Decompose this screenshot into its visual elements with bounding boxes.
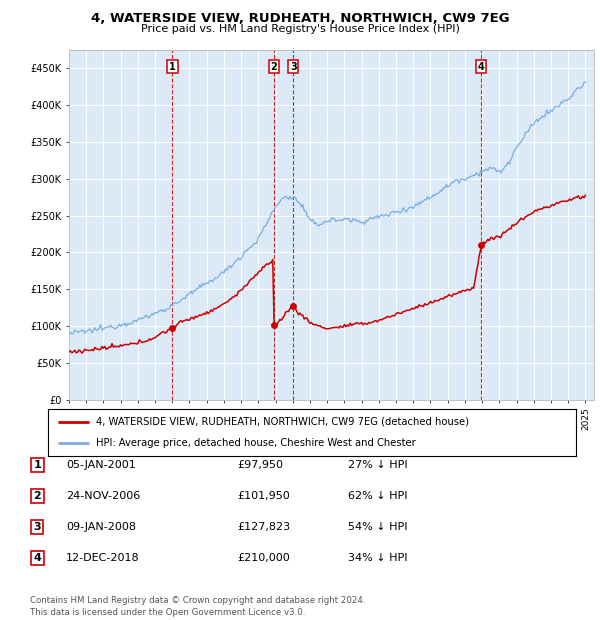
- Text: Price paid vs. HM Land Registry's House Price Index (HPI): Price paid vs. HM Land Registry's House …: [140, 24, 460, 33]
- Text: 4: 4: [33, 553, 41, 563]
- Text: 05-JAN-2001: 05-JAN-2001: [66, 460, 136, 470]
- Text: 3: 3: [290, 61, 296, 71]
- Text: 34% ↓ HPI: 34% ↓ HPI: [348, 553, 407, 563]
- Text: Contains HM Land Registry data © Crown copyright and database right 2024.
This d: Contains HM Land Registry data © Crown c…: [30, 596, 365, 617]
- Text: £127,823: £127,823: [237, 522, 290, 532]
- Text: 4: 4: [478, 61, 485, 71]
- Text: 2: 2: [271, 61, 277, 71]
- Text: 09-JAN-2008: 09-JAN-2008: [66, 522, 136, 532]
- Text: HPI: Average price, detached house, Cheshire West and Chester: HPI: Average price, detached house, Ches…: [95, 438, 415, 448]
- Text: £210,000: £210,000: [237, 553, 290, 563]
- Text: 12-DEC-2018: 12-DEC-2018: [66, 553, 140, 563]
- Text: £101,950: £101,950: [237, 491, 290, 501]
- Text: 62% ↓ HPI: 62% ↓ HPI: [348, 491, 407, 501]
- Text: 1: 1: [169, 61, 176, 71]
- Text: 4, WATERSIDE VIEW, RUDHEATH, NORTHWICH, CW9 7EG (detached house): 4, WATERSIDE VIEW, RUDHEATH, NORTHWICH, …: [95, 417, 469, 427]
- Text: 1: 1: [34, 460, 41, 470]
- Text: £97,950: £97,950: [237, 460, 283, 470]
- Text: 4, WATERSIDE VIEW, RUDHEATH, NORTHWICH, CW9 7EG: 4, WATERSIDE VIEW, RUDHEATH, NORTHWICH, …: [91, 12, 509, 25]
- Text: 54% ↓ HPI: 54% ↓ HPI: [348, 522, 407, 532]
- Text: 27% ↓ HPI: 27% ↓ HPI: [348, 460, 407, 470]
- Text: 3: 3: [34, 522, 41, 532]
- Text: 2: 2: [34, 491, 41, 501]
- Text: 24-NOV-2006: 24-NOV-2006: [66, 491, 140, 501]
